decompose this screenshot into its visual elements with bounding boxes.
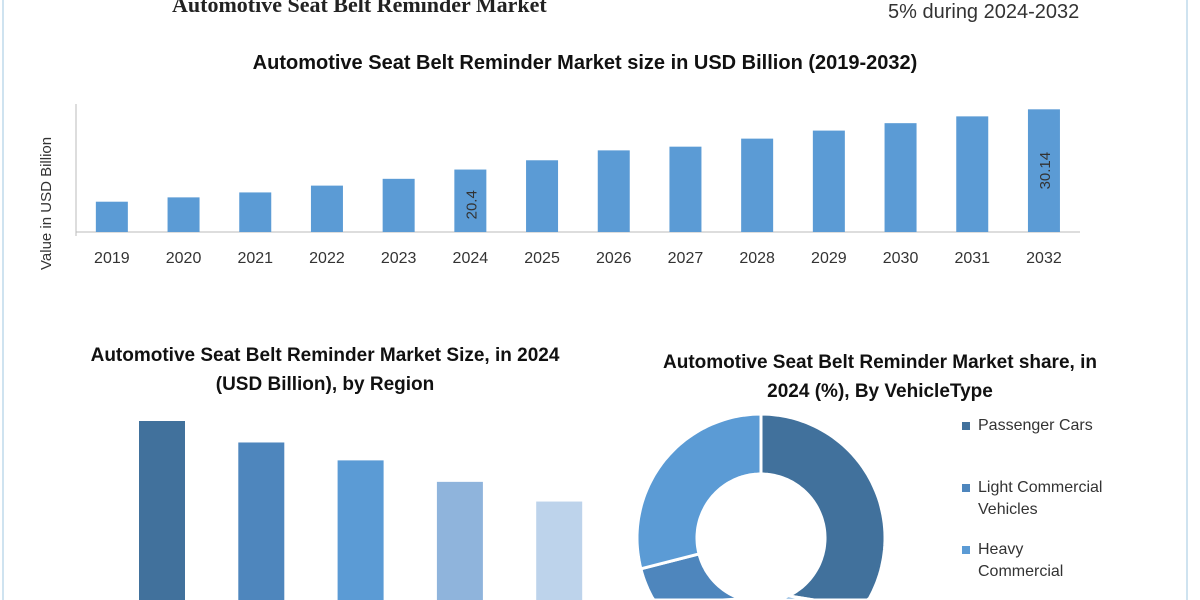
bar-2026 (597, 150, 630, 232)
x-tick-2021: 2021 (237, 250, 273, 267)
x-tick-2028: 2028 (739, 250, 775, 267)
x-tick-2024: 2024 (453, 250, 489, 267)
data-label-2032: 30.14 (1037, 152, 1054, 190)
donut-slice-4 (635, 412, 763, 571)
x-tick-2029: 2029 (811, 250, 847, 267)
donut-slice-1 (759, 412, 887, 600)
vehicle-legend: Passenger Cars Light Commercial Vehicles… (962, 415, 1162, 583)
legend-label: Heavy (978, 541, 1024, 558)
bar-2024 (454, 169, 487, 232)
bar-2032 (1027, 109, 1060, 232)
bar-2021 (239, 192, 272, 232)
legend-label: Passenger Cars (978, 417, 1093, 434)
legend-label: Vehicles (978, 501, 1038, 518)
x-tick-2031: 2031 (954, 250, 990, 267)
bar-2030 (884, 123, 917, 232)
x-tick-2030: 2030 (883, 250, 919, 267)
legend-swatch (962, 484, 970, 492)
bar-2029 (812, 130, 845, 232)
region-bar-5 (536, 501, 583, 600)
bar-2019 (95, 201, 128, 232)
bar-2027 (669, 146, 702, 232)
region-bar-1 (139, 421, 185, 600)
region-bar-4 (436, 481, 483, 600)
x-tick-2020: 2020 (166, 250, 202, 267)
x-tick-2023: 2023 (381, 250, 417, 267)
region-bar-2 (238, 442, 285, 600)
legend-item-passenger-cars: Passenger Cars (962, 415, 1162, 437)
x-tick-2032: 2032 (1026, 250, 1062, 267)
legend-label: Commercial (978, 563, 1064, 580)
x-tick-2027: 2027 (668, 250, 704, 267)
bar-2025 (526, 160, 559, 232)
x-tick-2019: 2019 (94, 250, 130, 267)
bar-2020 (167, 197, 200, 232)
x-tick-2025: 2025 (524, 250, 560, 267)
data-label-2024: 20.4 (463, 190, 480, 219)
legend-label: Light Commercial (978, 479, 1103, 496)
x-tick-2026: 2026 (596, 250, 632, 267)
legend-item-light-commercial: Light Commercial Vehicles (962, 477, 1162, 521)
region-bar-3 (337, 460, 384, 600)
bar-2031 (956, 116, 989, 232)
bar-2022 (310, 185, 343, 232)
region-chart-title: Automotive Seat Belt Reminder Market Siz… (90, 345, 560, 395)
main-title: Automotive Seat Belt Reminder Market (172, 0, 547, 17)
vehicle-chart-title: Automotive Seat Belt Reminder Market sha… (663, 352, 1097, 402)
market-size-chart-title: Automotive Seat Belt Reminder Market siz… (252, 52, 918, 74)
cagr-text: 5% during 2024-2032 (888, 1, 1080, 23)
x-tick-2022: 2022 (309, 250, 345, 267)
bar-2028 (741, 138, 774, 232)
legend-swatch (962, 546, 970, 554)
legend-item-heavy-commercial: Heavy Commercial (962, 539, 1162, 583)
legend-swatch (962, 422, 970, 430)
bar-2023 (382, 178, 415, 232)
